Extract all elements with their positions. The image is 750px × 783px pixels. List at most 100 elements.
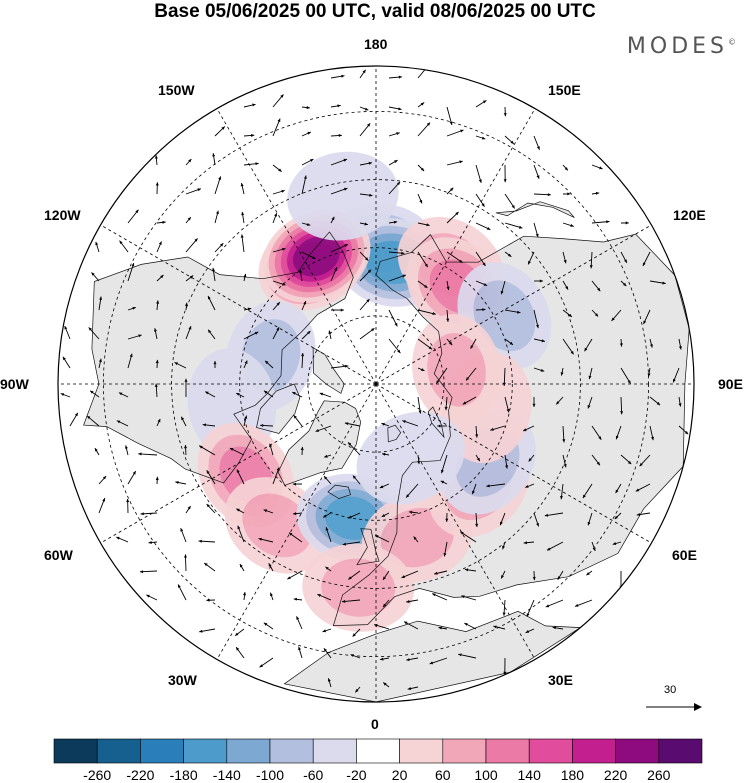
wind-arrow <box>382 599 390 608</box>
wind-arrow <box>127 209 139 224</box>
wind-arrow <box>319 392 332 398</box>
wind-arrow <box>199 628 216 633</box>
wind-arrow <box>460 531 477 543</box>
colorbar-tick-label: 180 <box>561 767 585 783</box>
wind-arrow <box>236 508 245 514</box>
colorbar-tick-label: 20 <box>392 767 408 783</box>
lon-label-120e: 120E <box>673 207 706 223</box>
map-border <box>57 65 695 703</box>
wind-arrow <box>272 280 286 286</box>
meridian-line <box>375 224 652 385</box>
wind-arrow <box>359 161 373 166</box>
wind-arrow <box>288 532 303 543</box>
anomaly-center <box>356 411 465 505</box>
wind-arrow <box>127 353 133 369</box>
wind-arrow <box>229 447 245 456</box>
wind-arrow <box>264 360 274 369</box>
wind-arrow <box>380 657 390 661</box>
wind-arrow <box>263 390 274 398</box>
wind-arrow <box>185 216 192 224</box>
wind-arrow <box>94 447 100 456</box>
vector-scale-value: 30 <box>664 684 677 696</box>
anomaly-center <box>287 151 399 241</box>
wind-arrow <box>444 396 448 411</box>
wind-arrow <box>263 509 274 514</box>
lon-label-180: 180 <box>364 36 388 52</box>
wind-arrow <box>612 541 622 545</box>
wind-arrow <box>359 222 368 226</box>
wind-arrow <box>272 189 285 195</box>
coast-uk <box>356 528 380 566</box>
wind-arrow <box>60 393 71 398</box>
wind-arrow <box>440 480 448 485</box>
wind-arrow <box>268 562 274 572</box>
wind-arrow <box>417 396 422 414</box>
wind-arrow <box>417 222 430 227</box>
wind-arrow <box>243 103 256 108</box>
wind-arrow <box>381 452 390 456</box>
coast-svalbard <box>387 424 402 443</box>
wind-arrow <box>388 75 403 79</box>
wind-arrow <box>359 69 366 79</box>
wind-arrow <box>148 541 158 544</box>
wind-arrow <box>417 454 421 465</box>
wind-arrow <box>475 222 491 231</box>
wind-arrow <box>214 176 222 195</box>
wind-arrow <box>591 164 603 170</box>
wind-arrow <box>330 187 348 195</box>
wind-arrow <box>214 126 226 137</box>
wind-arrow <box>649 338 653 348</box>
wind-arrow <box>562 192 571 196</box>
wind-arrow <box>591 280 601 292</box>
wind-arrow <box>373 624 390 630</box>
wind-arrow <box>138 452 158 456</box>
wind-arrow <box>405 483 419 498</box>
wind-arrow <box>500 280 506 295</box>
wind-arrow <box>292 482 303 486</box>
wind-arrow <box>562 251 567 264</box>
brand-name: MODES <box>626 34 728 59</box>
lon-label-90e: 90E <box>718 376 743 392</box>
wind-arrow <box>533 338 546 343</box>
wind-arrow <box>446 280 450 291</box>
wind-arrow <box>446 338 453 346</box>
wind-arrow <box>235 392 245 398</box>
wind-arrow <box>260 424 274 427</box>
wind-arrow <box>620 251 628 264</box>
wind-arrow <box>243 307 252 311</box>
wind-arrow <box>359 269 372 282</box>
wind-arrow <box>504 309 521 314</box>
wind-arrow <box>127 306 136 311</box>
wind-arrow <box>406 657 419 662</box>
colorbar-tick-label: -60 <box>303 767 323 783</box>
wind-arrow <box>98 475 107 485</box>
wind-arrow <box>458 653 477 659</box>
wind-arrow <box>116 420 129 427</box>
meridian-line <box>100 224 377 385</box>
wind-arrow <box>174 361 187 369</box>
lon-label-150e: 150E <box>548 82 581 98</box>
wind-arrow <box>503 164 507 183</box>
wind-arrow <box>417 102 425 108</box>
wind-arrow <box>382 682 390 688</box>
wind-arrow <box>417 193 423 204</box>
wind-arrow <box>154 383 158 398</box>
wind-arrow <box>620 221 629 225</box>
wind-arrow <box>354 686 361 693</box>
wind-arrow <box>359 327 375 340</box>
wind-arrow <box>272 212 278 224</box>
wind-arrow <box>203 562 216 572</box>
wind-arrow <box>490 425 506 431</box>
wind-arrow <box>435 367 448 384</box>
wind-arrow <box>146 594 158 601</box>
wind-arrow <box>533 222 539 238</box>
wind-arrow <box>532 570 536 581</box>
wind-arrow <box>413 536 419 543</box>
wind-arrow <box>432 593 448 601</box>
wind-arrow <box>639 454 651 467</box>
wind-arrow <box>649 280 666 285</box>
anomaly-band <box>293 236 340 277</box>
wind-arrow <box>388 274 407 282</box>
wind-arrow <box>89 390 100 398</box>
wind-arrow <box>185 505 191 514</box>
